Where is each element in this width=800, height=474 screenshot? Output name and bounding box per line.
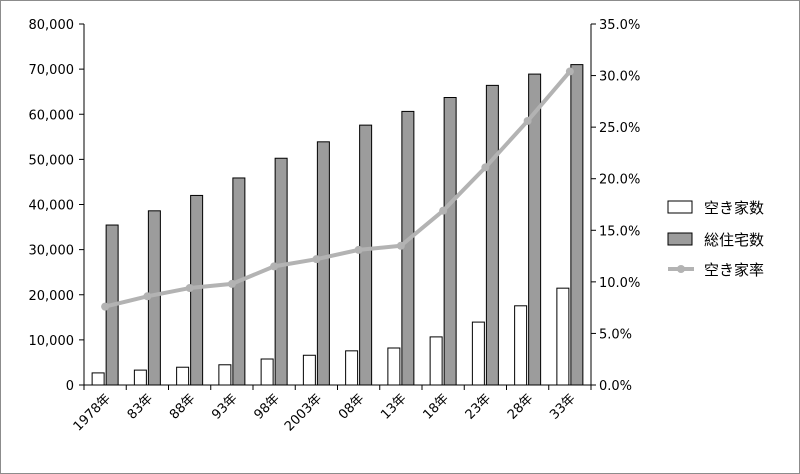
bar-vacant-0: [91, 372, 105, 386]
bar-vacant-5: [302, 354, 316, 386]
bar-total-8: [443, 97, 457, 386]
left-tick-label-1: 10,000: [29, 334, 75, 349]
right-tick-label-7: 35.0%: [599, 18, 640, 33]
point-vacancy-rate-4: [270, 262, 279, 271]
right-tick-label-5: 25.0%: [599, 121, 640, 136]
point-vacancy-rate-6: [354, 245, 363, 254]
bars-layer: [91, 64, 584, 386]
right-tick-label-1: 5.0%: [599, 327, 632, 342]
left-tick-label-3: 30,000: [29, 244, 75, 259]
point-vacancy-rate-5: [312, 255, 321, 264]
right-tick-label-4: 20.0%: [599, 173, 640, 188]
bar-total-5: [316, 141, 330, 386]
x-tick-label-1: 83年: [125, 391, 156, 422]
legend-label-0: 空き家数: [704, 199, 764, 217]
x-tick-label-5: 2003年: [282, 391, 325, 434]
bar-vacant-8: [429, 336, 443, 386]
bar-vacant-7: [387, 347, 401, 386]
x-tick-label-9: 23年: [463, 391, 494, 422]
bar-vacant-2: [176, 366, 190, 386]
point-vacancy-rate-8: [439, 206, 448, 215]
right-tick-label-3: 15.0%: [599, 224, 640, 239]
point-vacancy-rate-11: [565, 67, 574, 76]
bar-vacant-3: [218, 364, 232, 386]
bar-total-9: [485, 84, 499, 386]
right-tick-label-2: 10.0%: [599, 276, 640, 291]
legend-marker-2: [677, 265, 685, 273]
line-vacancy-rate: [104, 70, 572, 309]
point-vacancy-rate-10: [523, 116, 532, 125]
bar-total-6: [359, 124, 373, 386]
point-vacancy-rate-0: [101, 302, 110, 311]
bar-vacant-6: [345, 350, 359, 386]
x-tick-label-3: 93年: [209, 391, 240, 422]
left-tick-label-0: 0: [66, 379, 74, 394]
bar-vacant-11: [556, 287, 570, 386]
left-tick-label-2: 20,000: [29, 289, 75, 304]
bar-vacant-4: [260, 358, 274, 386]
bar-total-11: [570, 64, 584, 386]
point-vacancy-rate-7: [396, 241, 405, 250]
point-vacancy-rate-2: [185, 284, 194, 293]
legend-label-1: 総住宅数: [704, 231, 764, 249]
bar-vacant-10: [514, 305, 528, 386]
x-tick-label-4: 98年: [251, 391, 282, 422]
right-tick-label-6: 30.0%: [599, 70, 640, 85]
left-tick-label-5: 50,000: [29, 153, 75, 168]
x-tick-label-0: 1978年: [71, 391, 114, 434]
axes-layer: 0 10,000 20,000 30,000 40,000 50,000 60,000 70,…: [29, 18, 641, 434]
left-tick-label-7: 70,000: [29, 63, 75, 78]
left-tick-label-8: 80,000: [29, 18, 75, 33]
point-vacancy-rate-1: [143, 292, 152, 301]
x-tick-label-7: 13年: [378, 391, 409, 422]
left-tick-label-4: 40,000: [29, 199, 75, 214]
bar-total-4: [274, 157, 288, 386]
x-tick-label-10: 28年: [505, 391, 536, 422]
x-tick-label-2: 88年: [167, 391, 198, 422]
left-tick-label-6: 60,000: [29, 108, 75, 123]
x-tick-label-6: 08年: [336, 391, 367, 422]
point-vacancy-rate-3: [227, 279, 236, 288]
legend-swatch-0: [667, 200, 693, 214]
bar-vacant-9: [471, 321, 485, 386]
legend-label-2: 空き家率: [704, 261, 764, 279]
line-layer: [101, 67, 574, 311]
legend-swatch-1: [667, 232, 693, 246]
x-tick-label-11: 33年: [547, 391, 578, 422]
x-tick-label-8: 18年: [420, 391, 451, 422]
bar-vacant-1: [133, 369, 147, 386]
right-tick-label-0: 0.0%: [599, 379, 632, 394]
point-vacancy-rate-9: [481, 163, 490, 172]
